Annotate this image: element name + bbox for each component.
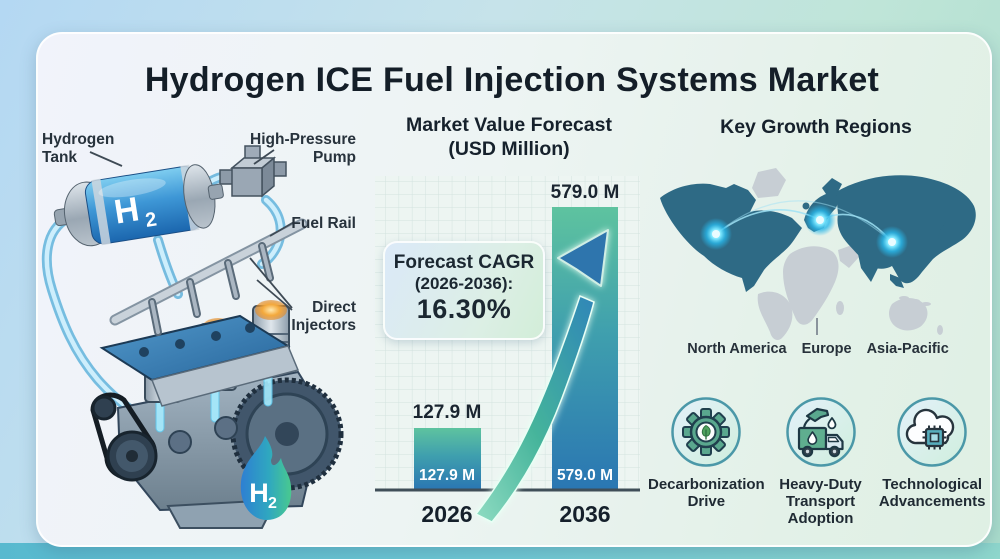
cagr-line1: Forecast CAGR [393, 252, 535, 273]
region-labels: North America Europe Asia-Pacific [650, 341, 986, 357]
cagr-callout: Forecast CAGR (2026-2036): 16.30% [383, 241, 545, 340]
growth-drivers: Decarbonization Drive [648, 396, 988, 527]
driver-decarbonization: Decarbonization Drive [648, 396, 765, 527]
chart-title-line2: (USD Million) [448, 137, 570, 160]
page-title: Hydrogen ICE Fuel Injection Systems Mark… [144, 60, 880, 99]
cagr-line2: (2026-2036): [414, 274, 514, 293]
gear-leaf-icon [671, 397, 742, 467]
fuel-truck-icon [785, 397, 856, 467]
driver2-line2: Transport [785, 493, 856, 511]
driver-heavy-duty: Heavy-Duty Transport Adoption [765, 396, 877, 527]
driver2-line1: Heavy-Duty [779, 476, 862, 493]
driver-technology: Technological Advancements [876, 396, 988, 527]
bottom-accent-strip [0, 543, 1000, 559]
driver1-line2: Drive [687, 493, 726, 511]
chart-title: Market Value Forecast (USD Million) [378, 114, 640, 162]
chart-title-line1: Market Value Forecast [406, 114, 612, 136]
regions-title: Key Growth Regions [720, 116, 912, 138]
driver3-line1: Technological [882, 476, 983, 493]
cloud-chip-icon [897, 397, 967, 467]
driver3-line2: Advancements [878, 493, 986, 511]
cagr-value: 16.30% [416, 294, 512, 324]
region-asia-pacific: Asia-Pacific [866, 341, 949, 357]
driver2-line3: Adoption [787, 510, 854, 528]
region-europe: Europe [801, 341, 852, 357]
driver1-line1: Decarbonization [648, 476, 765, 493]
region-north-america: North America [687, 341, 787, 357]
